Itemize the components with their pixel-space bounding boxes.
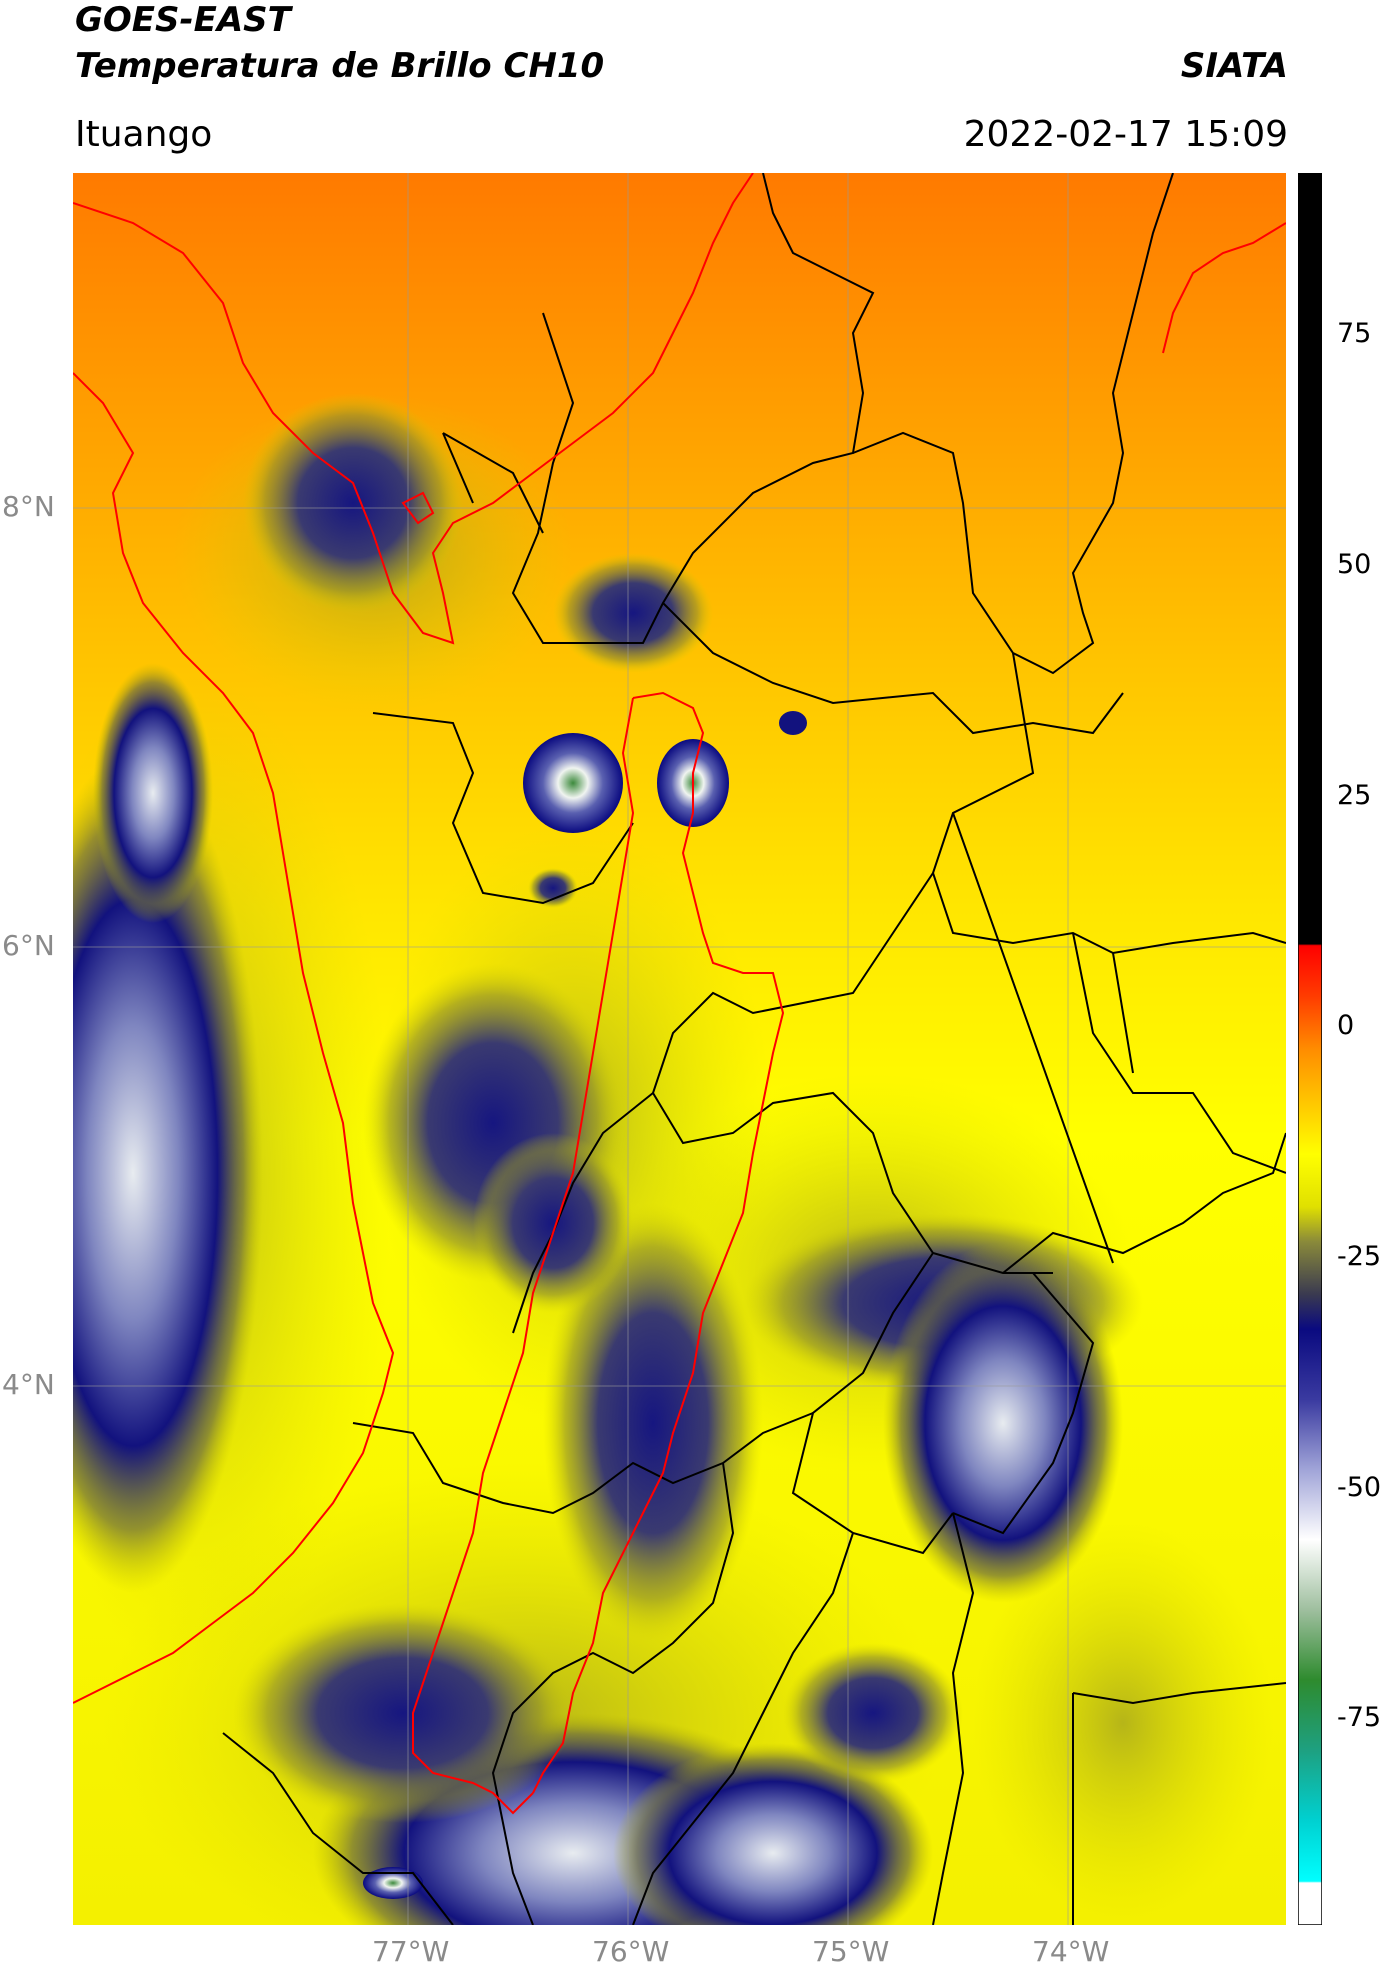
product-title: Temperatura de Brillo CH10 (75, 46, 605, 86)
colorbar-tick-minus25: -25 (1337, 1241, 1382, 1272)
lon-label-75w: 75°W (812, 1935, 890, 1968)
colorbar-tick-minus50: -50 (1337, 1472, 1382, 1503)
coastline-and-boundaries (73, 173, 1286, 1815)
colorbar-tick-0: 0 (1337, 1010, 1355, 1041)
lat-label-8n: 8°N (2, 490, 55, 523)
colorbar-tick-minus75: -75 (1337, 1702, 1382, 1733)
datetime-label: 2022-02-17 15:09 (963, 114, 1288, 155)
temperature-colorbar (1298, 173, 1322, 1925)
colorbar-gradient (1298, 173, 1322, 1925)
colorbar-tick-25: 25 (1337, 780, 1372, 811)
colorbar-tick-75: 75 (1337, 318, 1372, 349)
satellite-title: GOES-EAST (75, 0, 291, 40)
brightness-temperature-map (73, 173, 1286, 1925)
lon-label-76w: 76°W (592, 1935, 670, 1968)
colorbar-tick-50: 50 (1337, 549, 1372, 580)
lon-label-77w: 77°W (372, 1935, 450, 1968)
graticule (73, 173, 1286, 1925)
location-label: Ituango (75, 114, 213, 155)
lat-label-4n: 4°N (2, 1368, 55, 1401)
department-borders (222, 173, 1286, 1925)
lon-label-74w: 74°W (1032, 1935, 1110, 1968)
lat-label-6n: 6°N (2, 929, 55, 962)
organization-label: SIATA (1180, 46, 1288, 86)
